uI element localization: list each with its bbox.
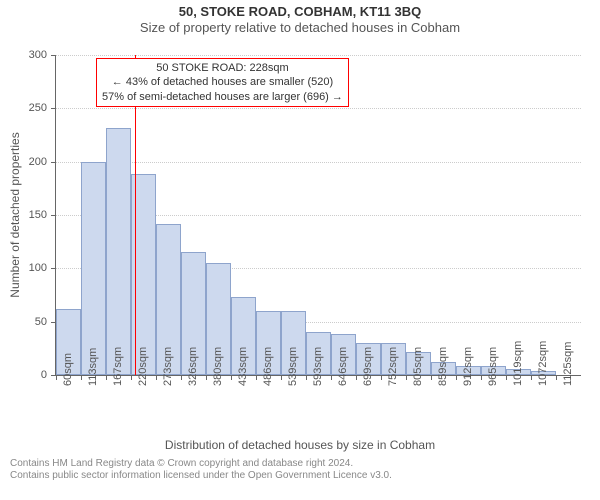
xtick-label: 326sqm — [187, 347, 199, 386]
xtick — [506, 375, 507, 380]
ytick-label: 300 — [29, 49, 47, 61]
annotation-line: 50 STOKE ROAD: 228sqm — [102, 61, 343, 75]
xtick — [156, 375, 157, 380]
xtick-label: 805sqm — [412, 347, 424, 386]
bar — [81, 162, 106, 375]
plot-area: 50 STOKE ROAD: 228sqm← 43% of detached h… — [55, 55, 581, 376]
ytick-label: 50 — [35, 316, 47, 328]
ytick-label: 150 — [29, 209, 47, 221]
bar — [106, 128, 131, 375]
ytick — [51, 162, 56, 163]
xtick-label: 752sqm — [387, 347, 399, 386]
title-main: 50, STOKE ROAD, COBHAM, KT11 3BQ — [0, 4, 600, 19]
ytick-label: 200 — [29, 156, 47, 168]
footer-line-1: Contains HM Land Registry data © Crown c… — [10, 458, 590, 470]
xtick — [281, 375, 282, 380]
ytick-label: 250 — [29, 102, 47, 114]
xtick-label: 380sqm — [212, 347, 224, 386]
ytick-label: 100 — [29, 262, 47, 274]
xtick — [231, 375, 232, 380]
xtick-label: 60sqm — [62, 353, 74, 386]
title-sub: Size of property relative to detached ho… — [0, 20, 600, 35]
xtick — [56, 375, 57, 380]
xtick — [256, 375, 257, 380]
xtick — [531, 375, 532, 380]
xtick — [131, 375, 132, 380]
xtick-label: 273sqm — [162, 347, 174, 386]
xtick-label: 433sqm — [237, 347, 249, 386]
xtick-label: 965sqm — [487, 347, 499, 386]
ytick — [51, 108, 56, 109]
xtick-label: 167sqm — [112, 347, 124, 386]
xtick-label: 646sqm — [337, 347, 349, 386]
xtick — [331, 375, 332, 380]
x-axis-label: Distribution of detached houses by size … — [0, 438, 600, 452]
xtick-label: 1125sqm — [562, 342, 574, 386]
chart-container: 50, STOKE ROAD, COBHAM, KT11 3BQ Size of… — [0, 0, 600, 500]
ytick — [51, 215, 56, 216]
xtick — [456, 375, 457, 380]
xtick — [431, 375, 432, 380]
footer-line-2: Contains public sector information licen… — [10, 470, 590, 482]
xtick — [556, 375, 557, 380]
y-axis-label: Number of detached properties — [8, 132, 22, 297]
xtick-label: 220sqm — [137, 347, 149, 386]
xtick — [406, 375, 407, 380]
xtick-label: 113sqm — [87, 348, 99, 386]
xtick-label: 486sqm — [262, 347, 274, 386]
annotation-line: ← 43% of detached houses are smaller (52… — [102, 75, 343, 89]
xtick — [181, 375, 182, 380]
xtick-label: 539sqm — [287, 347, 299, 386]
ytick-label: 0 — [41, 369, 47, 381]
xtick — [356, 375, 357, 380]
xtick — [306, 375, 307, 380]
ytick — [51, 55, 56, 56]
xtick — [81, 375, 82, 380]
footer-attribution: Contains HM Land Registry data © Crown c… — [0, 458, 600, 482]
xtick-label: 1019sqm — [512, 341, 524, 386]
xtick-label: 1072sqm — [537, 341, 549, 386]
xtick — [481, 375, 482, 380]
xtick-label: 912sqm — [462, 347, 474, 386]
xtick — [106, 375, 107, 380]
xtick — [381, 375, 382, 380]
xtick-label: 859sqm — [437, 347, 449, 386]
ytick — [51, 268, 56, 269]
annotation-line: 57% of semi-detached houses are larger (… — [102, 90, 343, 104]
annotation-box: 50 STOKE ROAD: 228sqm← 43% of detached h… — [96, 58, 349, 107]
xtick-label: 699sqm — [362, 347, 374, 386]
xtick-label: 593sqm — [312, 347, 324, 386]
xtick — [206, 375, 207, 380]
